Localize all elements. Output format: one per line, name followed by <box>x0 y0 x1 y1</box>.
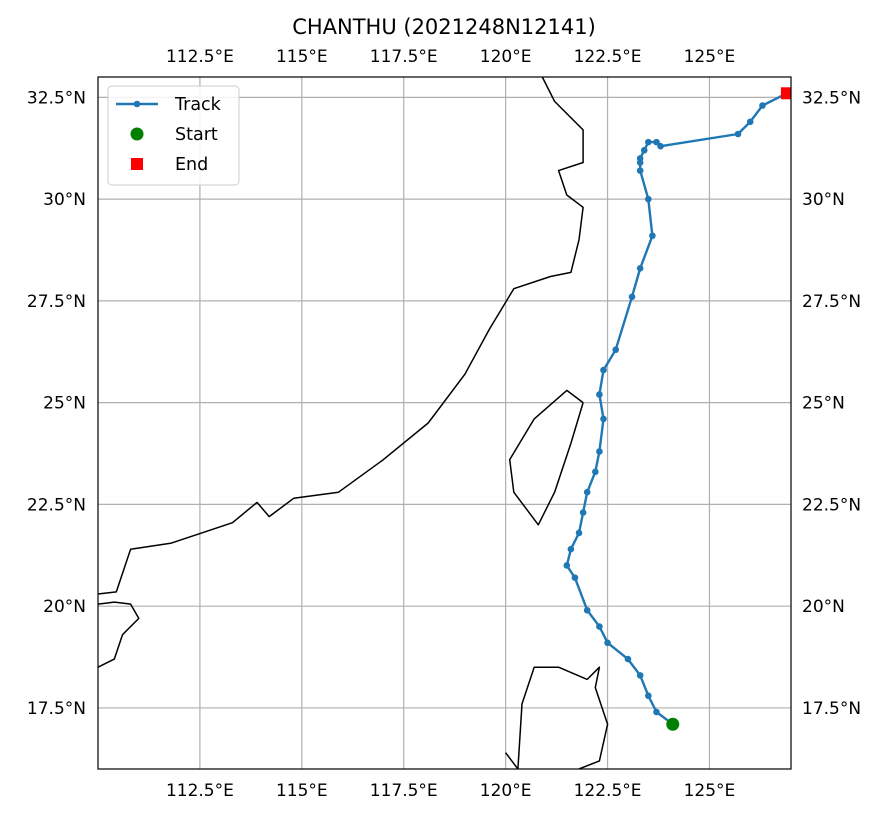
track-point <box>636 672 644 679</box>
track-point <box>636 167 644 174</box>
coastlines <box>98 77 609 769</box>
track-point <box>624 655 632 663</box>
track-point <box>640 146 648 154</box>
start-marker <box>666 717 680 731</box>
map-title: CHANTHU (2021248N12141) <box>292 15 596 39</box>
track-point <box>746 118 754 126</box>
track-point <box>645 692 652 700</box>
track-point <box>563 562 571 569</box>
lat-tick-left: 20°N <box>43 597 86 617</box>
lat-tick-left: 27.5°N <box>27 292 86 312</box>
lat-tick-right: 20°N <box>802 597 845 617</box>
lon-tick-top: 125°E <box>684 47 736 67</box>
track-point <box>596 391 603 398</box>
legend-label: End <box>175 155 208 175</box>
legend-label: Track <box>174 95 222 115</box>
coastline <box>98 77 584 595</box>
track-point <box>653 138 660 146</box>
track-point <box>645 195 652 203</box>
coastline <box>508 389 584 526</box>
lon-tick-bottom: 112.5°E <box>166 781 234 801</box>
gridlines <box>98 77 791 769</box>
track-point <box>579 509 587 516</box>
lon-tick-bottom: 115°E <box>276 781 328 801</box>
lon-tick-top: 112.5°E <box>166 47 234 67</box>
lat-tick-left: 25°N <box>43 394 86 414</box>
lon-tick-bottom: 117.5°E <box>370 781 438 801</box>
lat-tick-left: 30°N <box>43 190 86 210</box>
lon-tick-top: 115°E <box>276 47 328 67</box>
map-frame <box>97 76 792 770</box>
track-point <box>583 606 591 614</box>
track-point <box>571 574 579 581</box>
legend-end-marker <box>131 158 143 170</box>
end-marker <box>780 87 791 100</box>
track-point <box>600 366 607 374</box>
legend-track-dot <box>133 100 141 108</box>
axis-ticks: 112.5°E 112.5°E 115°E 115°E 117.5°E 117.5°E 12… <box>27 47 861 801</box>
track-point <box>567 545 575 553</box>
storm-track <box>563 87 791 731</box>
coastline <box>517 666 609 769</box>
lat-tick-right: 22.5°N <box>802 495 861 515</box>
track-point <box>575 529 583 537</box>
lat-tick-right: 27.5°N <box>802 292 861 312</box>
track-point <box>583 488 591 496</box>
lon-tick-top: 120°E <box>480 47 532 67</box>
lat-tick-left: 17.5°N <box>27 699 86 719</box>
track-point <box>653 708 660 716</box>
track-point <box>649 232 656 240</box>
lat-tick-left: 22.5°N <box>27 495 86 515</box>
track-point <box>636 155 644 162</box>
track-point <box>645 138 652 146</box>
lon-tick-top: 122.5°E <box>574 47 642 67</box>
coastline <box>98 601 140 668</box>
track-point <box>636 265 644 272</box>
track-point <box>759 102 766 109</box>
lat-tick-right: 32.5°N <box>802 88 861 108</box>
track-point <box>628 293 636 301</box>
lon-tick-bottom: 120°E <box>480 781 532 801</box>
track-point <box>612 346 620 354</box>
lat-tick-right: 25°N <box>802 394 845 414</box>
track-point <box>604 639 611 647</box>
legend: Track Start End <box>107 85 240 186</box>
lat-tick-left: 32.5°N <box>27 88 86 108</box>
track-point <box>600 415 607 423</box>
track-point <box>596 448 603 455</box>
track-point <box>592 468 599 476</box>
lat-tick-right: 30°N <box>802 190 845 210</box>
legend-start-marker <box>130 127 144 141</box>
track-point <box>657 142 664 150</box>
legend-label: Start <box>175 125 218 145</box>
coastline <box>505 752 519 769</box>
track-point <box>596 623 603 630</box>
lon-tick-bottom: 125°E <box>684 781 736 801</box>
lon-tick-bottom: 122.5°E <box>574 781 642 801</box>
track-point <box>734 130 742 138</box>
lat-tick-right: 17.5°N <box>802 699 861 719</box>
lon-tick-top: 117.5°E <box>370 47 438 67</box>
